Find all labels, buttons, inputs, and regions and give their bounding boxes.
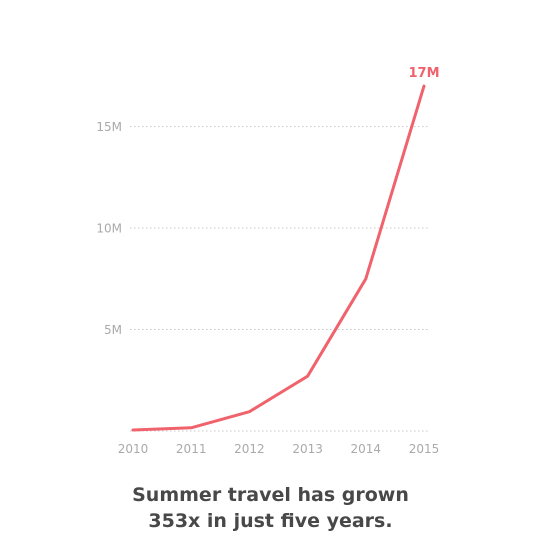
x-tick-label: 2015 [409, 442, 440, 456]
grid-lines [130, 126, 428, 432]
x-tick-label: 2012 [234, 442, 265, 456]
x-axis-tick-labels: 2010 2011 2012 2013 2014 2015 [118, 442, 440, 456]
line-chart: 5M 10M 15M 2010 2011 2012 2013 2014 2015 17M [96, 66, 440, 456]
y-tick-label: 10M [96, 222, 122, 236]
x-tick-label: 2013 [292, 442, 323, 456]
data-label-group: 17M [408, 66, 439, 81]
end-value-label: 17M [408, 66, 439, 81]
y-tick-label: 15M [96, 120, 122, 134]
x-tick-label: 2014 [351, 442, 382, 456]
series-line-group [131, 84, 426, 432]
x-tick-label: 2010 [118, 442, 149, 456]
y-tick-label: 5M [104, 323, 122, 337]
chart-caption-line-2: 353x in just five years. [148, 510, 393, 532]
chart-caption-line-1: Summer travel has grown [132, 484, 409, 506]
x-tick-label: 2011 [176, 442, 207, 456]
series-line [131, 84, 426, 432]
y-axis-tick-labels: 5M 10M 15M [96, 120, 122, 337]
